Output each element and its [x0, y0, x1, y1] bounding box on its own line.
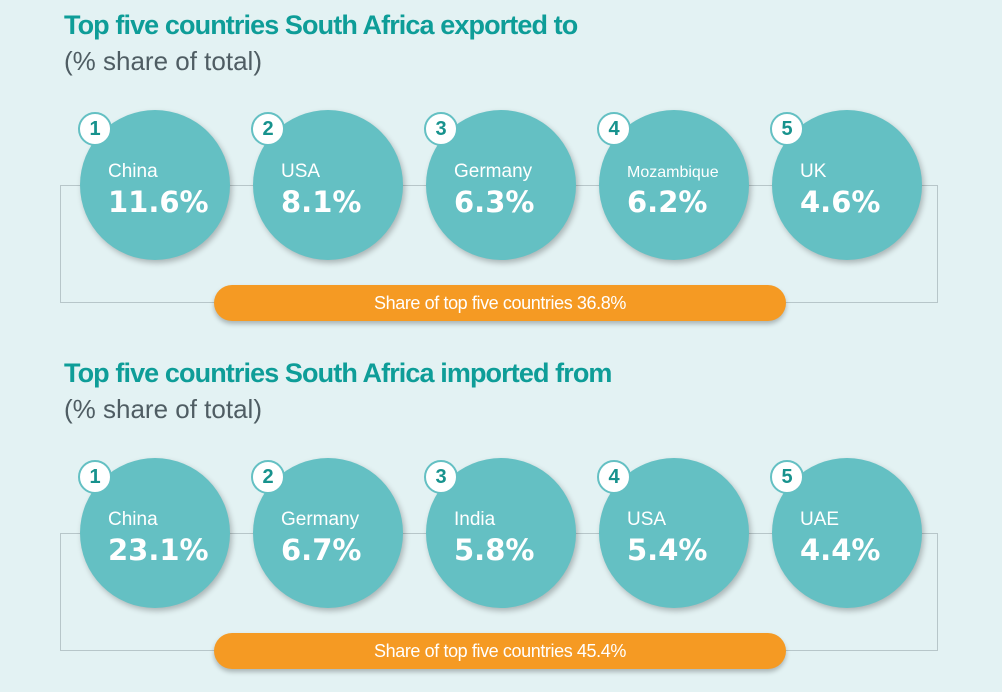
country-name: Germany [454, 161, 533, 182]
share-value: 4.4% [800, 533, 881, 567]
rank-badge: 2 [251, 460, 285, 494]
exports-country-circle: 5 UK 4.6% [770, 110, 922, 260]
country-name: USA [627, 509, 667, 530]
country-name: China [108, 509, 158, 530]
share-value: 6.7% [281, 533, 362, 567]
share-value: 5.4% [627, 533, 708, 567]
country-name: USA [281, 161, 321, 182]
exports-country-circle: 1 China 11.6% [78, 110, 230, 260]
imports-country-circle: 3 India 5.8% [424, 458, 576, 608]
country-name: UK [800, 161, 827, 182]
rank-badge: 1 [78, 112, 112, 146]
share-value: 6.2% [627, 185, 708, 219]
imports-subtitle: (% share of total) [64, 394, 262, 424]
rank-badge: 3 [424, 112, 458, 146]
imports-total-banner: Share of top five countries 45.4% [214, 633, 786, 669]
country-name: China [108, 161, 158, 182]
rank-badge: 5 [770, 112, 804, 146]
rank-badge: 3 [424, 460, 458, 494]
exports-country-circle: 4 Mozambique 6.2% [597, 110, 749, 260]
imports-country-circle: 1 China 23.1% [78, 458, 230, 608]
exports-title: Top five countries South Africa exported… [64, 10, 578, 40]
exports-section: Top five countries South Africa exported… [0, 0, 1002, 344]
share-value: 4.6% [800, 185, 881, 219]
imports-title: Top five countries South Africa imported… [64, 358, 612, 388]
rank-badge: 4 [597, 112, 631, 146]
share-value: 11.6% [108, 185, 209, 219]
imports-circle-row: 1 China 23.1% 2 Germany 6.7% 3 India 5.8… [78, 458, 924, 608]
imports-country-circle: 2 Germany 6.7% [251, 458, 403, 608]
share-value: 8.1% [281, 185, 362, 219]
rank-badge: 1 [78, 460, 112, 494]
rank-badge: 5 [770, 460, 804, 494]
share-value: 23.1% [108, 533, 209, 567]
country-name: UAE [800, 509, 840, 530]
exports-country-circle: 3 Germany 6.3% [424, 110, 576, 260]
share-value: 5.8% [454, 533, 535, 567]
share-value: 6.3% [454, 185, 535, 219]
exports-subtitle: (% share of total) [64, 46, 262, 76]
rank-badge: 4 [597, 460, 631, 494]
country-name: Mozambique [627, 164, 719, 181]
country-name: Germany [281, 509, 360, 530]
exports-circle-row: 1 China 11.6% 2 USA 8.1% 3 Germany 6.3% … [78, 110, 924, 260]
exports-country-circle: 2 USA 8.1% [251, 110, 403, 260]
rank-badge: 2 [251, 112, 285, 146]
imports-section: Top five countries South Africa imported… [0, 348, 1002, 692]
country-name: India [454, 509, 496, 530]
imports-country-circle: 4 USA 5.4% [597, 458, 749, 608]
imports-country-circle: 5 UAE 4.4% [770, 458, 922, 608]
exports-total-banner: Share of top five countries 36.8% [214, 285, 786, 321]
